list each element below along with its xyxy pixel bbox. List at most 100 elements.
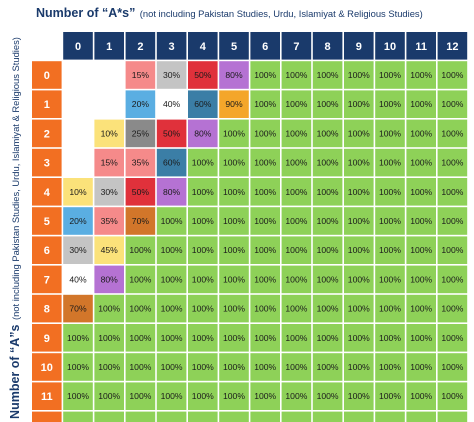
cell-value-label: 100% [254, 333, 276, 343]
heatmap-cell [437, 294, 468, 323]
column-header-9 [344, 32, 374, 60]
heatmap-cell [375, 265, 405, 294]
cell-value-label: 35% [132, 158, 150, 168]
cell-value-label: 100% [67, 362, 89, 372]
cell-value-label: 100% [223, 420, 245, 422]
cell-value-label: 100% [161, 391, 183, 401]
heatmap-cell [156, 207, 187, 235]
heatmap-cell [188, 265, 218, 294]
row-header-1 [32, 90, 62, 118]
cell-value-label: 100% [285, 128, 307, 138]
heatmap-cell [188, 324, 218, 352]
chart-title-note: (not including Pakistan Studies, Urdu, I… [139, 8, 423, 19]
heatmap-cell [94, 236, 124, 264]
column-header-5 [219, 32, 249, 60]
heatmap-cell [219, 236, 249, 264]
heatmap-cell [437, 61, 468, 89]
cell-value-label: 100% [317, 99, 339, 109]
heatmap-cell [94, 119, 124, 148]
cell-value-label: 100% [129, 420, 151, 422]
cell-value-label: 100% [379, 391, 401, 401]
row-header-4 [32, 178, 62, 206]
cell-value-label: 100% [410, 420, 432, 422]
heatmap-cell [94, 178, 124, 206]
heatmap-cell [406, 90, 436, 118]
cell-value-label: 80% [225, 70, 243, 80]
heatmap-cell [156, 411, 187, 422]
row-header-11 [32, 382, 62, 410]
heatmap-cell [312, 411, 343, 422]
cell-value-label: 100% [223, 128, 245, 138]
cell-value-label: 100% [192, 391, 214, 401]
heatmap-cell [250, 411, 280, 422]
column-header-label: 1 [106, 41, 112, 53]
column-header-label: 0 [75, 41, 81, 53]
cell-value-label: 100% [67, 391, 89, 401]
column-header-4 [188, 32, 218, 60]
heatmap-cell [219, 178, 249, 206]
row-header-9 [32, 324, 62, 352]
heatmap-cell [344, 119, 374, 148]
heatmap-cell [250, 324, 280, 352]
cell-value-label: 100% [254, 274, 276, 284]
cell-value-label: 100% [223, 216, 245, 226]
heatmap-cell [219, 382, 249, 410]
heatmap-cell [156, 265, 187, 294]
cell-value-label: 100% [410, 333, 432, 343]
heatmap-cell [312, 148, 343, 177]
heatmap-cell [312, 382, 343, 410]
cell-value-label: 100% [441, 304, 463, 314]
heatmap-cell [219, 148, 249, 177]
heatmap-cell [63, 236, 93, 264]
heatmap-cell [219, 411, 249, 422]
cell-value-label: 100% [348, 99, 370, 109]
column-header-label: 4 [200, 41, 207, 53]
heatmap-cell [156, 324, 187, 352]
heatmap-cell [94, 265, 124, 294]
heatmap-cell [375, 294, 405, 323]
column-header-10 [375, 32, 405, 60]
cell-value-label: 100% [254, 99, 276, 109]
heatmap-cell [312, 294, 343, 323]
cell-value-label: 100% [410, 245, 432, 255]
heatmap-cell [281, 178, 312, 206]
heatmap-cell [344, 324, 374, 352]
column-header-label: 11 [415, 41, 427, 53]
heatmap-cell [188, 353, 218, 381]
cell-value-label: 100% [285, 362, 307, 372]
cell-value-label: 100% [441, 333, 463, 343]
cell-value-label: 100% [410, 187, 432, 197]
heatmap-cell [250, 382, 280, 410]
column-header-label: 6 [262, 41, 268, 53]
cell-value-label: 100% [285, 274, 307, 284]
cell-value-label: 80% [163, 187, 181, 197]
heatmap-cell [437, 382, 468, 410]
heatmap-cell [312, 61, 343, 89]
row-header-label: 2 [44, 128, 50, 140]
heatmap-cell [344, 90, 374, 118]
row-header-5 [32, 207, 62, 235]
heatmap-cell [156, 294, 187, 323]
cell-value-label: 100% [98, 333, 120, 343]
cell-value-label: 100% [161, 274, 183, 284]
cell-value-label: 25% [132, 128, 150, 138]
cell-value-label: 100% [285, 99, 307, 109]
heatmap-cell [94, 148, 124, 177]
heatmap-cell [125, 90, 156, 118]
cell-value-label: 100% [98, 391, 120, 401]
heatmap-cell [250, 294, 280, 323]
cell-value-label: 100% [285, 70, 307, 80]
cell-value-label: 100% [192, 362, 214, 372]
row-header-6 [32, 236, 62, 264]
cell-value-label: 100% [129, 391, 151, 401]
row-header-3 [32, 148, 62, 177]
cell-value-label: 30% [163, 70, 181, 80]
heatmap-cell [281, 148, 312, 177]
heatmap-cell [188, 411, 218, 422]
heatmap-cell [63, 353, 93, 381]
cell-value-label: 100% [254, 245, 276, 255]
heatmap-cell [437, 178, 468, 206]
heatmap-cell [250, 178, 280, 206]
cell-value-label: 10% [69, 187, 87, 197]
cell-value-label: 100% [285, 216, 307, 226]
